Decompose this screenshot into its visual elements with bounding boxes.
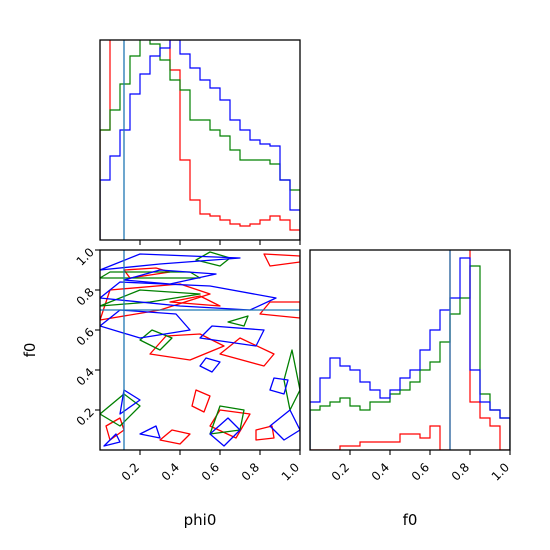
f0-axis-label: f0 [403, 511, 418, 529]
f0-y-tick-label: 0.4 [74, 365, 97, 388]
contour-blue-7 [100, 281, 277, 311]
contour-green-1 [209, 405, 245, 435]
contour-blue-3 [269, 409, 300, 441]
contour-blue-11 [269, 377, 289, 395]
contour-green-3 [139, 329, 173, 351]
contour-red-10 [123, 267, 171, 279]
contour-blue-10 [199, 357, 221, 373]
contour-red-3 [255, 425, 275, 441]
f0-y-tick-label: 0.6 [74, 325, 97, 348]
f0-y-axis-label: f0 [21, 343, 39, 358]
phi0-x-tick-label: 0.8 [239, 460, 262, 483]
f0-y-tick-label: 1.0 [74, 245, 97, 268]
contour-red-4 [191, 389, 211, 413]
f0-x-tick-label: 0.6 [409, 460, 432, 483]
f0-x-tick-label: 0.8 [449, 460, 472, 483]
contour-blue-0 [103, 433, 121, 447]
phi0-hist-red-series [100, 40, 300, 240]
contour-blue-6 [199, 325, 265, 347]
phi0-x-tick-label: 1.0 [279, 460, 302, 483]
f0-hist-blue-series [310, 257, 510, 450]
contour-green-0 [100, 393, 141, 427]
f0-x-tick-label: 0.4 [369, 460, 392, 483]
contour-blue-8 [123, 269, 217, 285]
contour-red-9 [259, 301, 300, 319]
f0-histogram-frame [309, 249, 511, 451]
phi0-hist-green-series [100, 40, 300, 240]
f0-x-tick-label: 0.2 [329, 460, 352, 483]
f0-histogram-panel: 0.2 0.4 0.6 0.8 1.0 f0 [309, 249, 512, 529]
f0-hist-red-series [310, 250, 510, 450]
contour-red-1 [159, 429, 191, 445]
contour-blue-1 [139, 425, 161, 439]
contour-blue-2 [209, 417, 241, 447]
contour-red-11 [263, 253, 300, 267]
phi0-histogram-frame [99, 39, 301, 241]
contour-green-5 [100, 289, 201, 307]
contour-blue-9 [100, 253, 241, 271]
f0-hist-green-series [310, 265, 510, 450]
contour-red-8 [169, 295, 221, 307]
contour-frame [99, 249, 301, 451]
contour-blue-5 [100, 309, 191, 339]
contour-red-0 [105, 417, 125, 441]
phi0-hist-blue-series [100, 40, 300, 240]
contour-blue-4 [119, 389, 141, 415]
f0-x-tick-label: 1.0 [489, 460, 512, 483]
phi0-axis-label: phi0 [184, 511, 217, 529]
phi0-x-tick-label: 0.6 [199, 460, 222, 483]
f0-y-tick-label: 0.2 [74, 405, 97, 428]
f0-y-tick-label: 0.8 [74, 285, 97, 308]
contour-red-7 [100, 283, 211, 321]
phi0-x-tick-label: 0.2 [119, 460, 142, 483]
phi0-histogram-panel [99, 39, 301, 245]
phi0-f0-contour-panel: 0.2 0.4 0.6 0.8 1.0 0.2 0.4 0.6 0.8 1.0 phi0 f0 [21, 245, 302, 529]
contour-green-4 [227, 315, 249, 327]
phi0-x-tick-label: 0.4 [159, 460, 182, 483]
contour-red-5 [149, 333, 225, 361]
contour-green-2 [283, 349, 300, 411]
